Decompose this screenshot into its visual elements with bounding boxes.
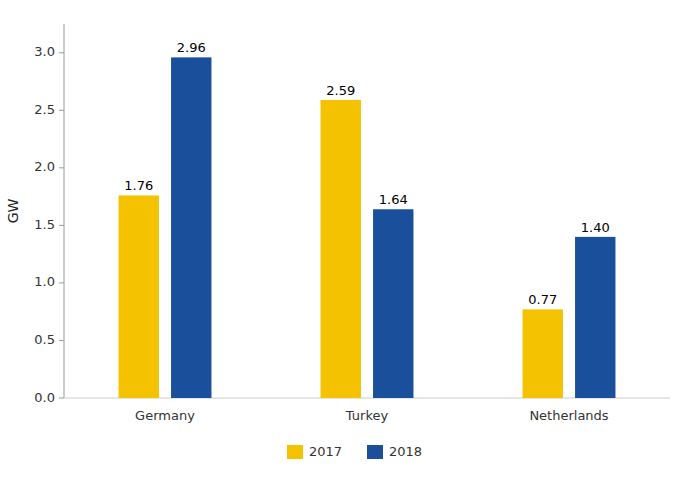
- bar: [575, 237, 615, 398]
- data-label: 2.96: [177, 40, 206, 55]
- x-tick-label: Netherlands: [529, 408, 608, 423]
- y-axis-line: [64, 24, 65, 398]
- y-tick: [59, 167, 64, 168]
- y-tick-label: 2.5: [34, 102, 55, 117]
- y-tick-label: 0.0: [34, 390, 55, 405]
- x-tick-label: Turkey: [345, 408, 389, 423]
- data-label: 2.59: [326, 83, 355, 98]
- legend-swatch: [287, 445, 303, 459]
- data-label: 1.76: [124, 178, 153, 193]
- data-label: 1.64: [379, 192, 408, 207]
- y-tick-label: 1.0: [34, 274, 55, 289]
- y-axis-label: GW: [5, 199, 21, 224]
- chart-container: 0.0 0.5 1.0 1.5 2.0 2.5 3.0 GW 1.76 2.96 2.59 1.64 0…: [0, 0, 690, 482]
- legend: 2017 2018: [287, 444, 422, 460]
- bar: [373, 209, 413, 398]
- y-tick: [59, 282, 64, 283]
- data-label: 0.77: [528, 292, 557, 307]
- data-label: 1.40: [581, 220, 610, 235]
- y-tick-label: 3.0: [34, 44, 55, 59]
- bar: [523, 309, 563, 398]
- y-tick-label: 1.5: [34, 217, 55, 232]
- chart-svg: 0.0 0.5 1.0 1.5 2.0 2.5 3.0 GW 1.76 2.96 2.59 1.64 0…: [0, 0, 690, 482]
- y-tick: [59, 340, 64, 341]
- legend-swatch: [367, 445, 383, 459]
- bars: [119, 57, 616, 398]
- y-tick: [59, 225, 64, 226]
- bar: [119, 195, 159, 398]
- y-tick: [59, 110, 64, 111]
- legend-label: 2017: [309, 444, 342, 459]
- y-tick: [59, 398, 64, 399]
- y-tick-label: 2.0: [34, 159, 55, 174]
- y-tick-label: 0.5: [34, 332, 55, 347]
- legend-label: 2018: [389, 444, 422, 459]
- bar: [171, 57, 211, 398]
- data-labels: 1.76 2.96 2.59 1.64 0.77 1.40: [124, 40, 609, 307]
- bar: [321, 100, 361, 398]
- y-tick: [59, 52, 64, 53]
- x-tick-label: Germany: [135, 408, 195, 423]
